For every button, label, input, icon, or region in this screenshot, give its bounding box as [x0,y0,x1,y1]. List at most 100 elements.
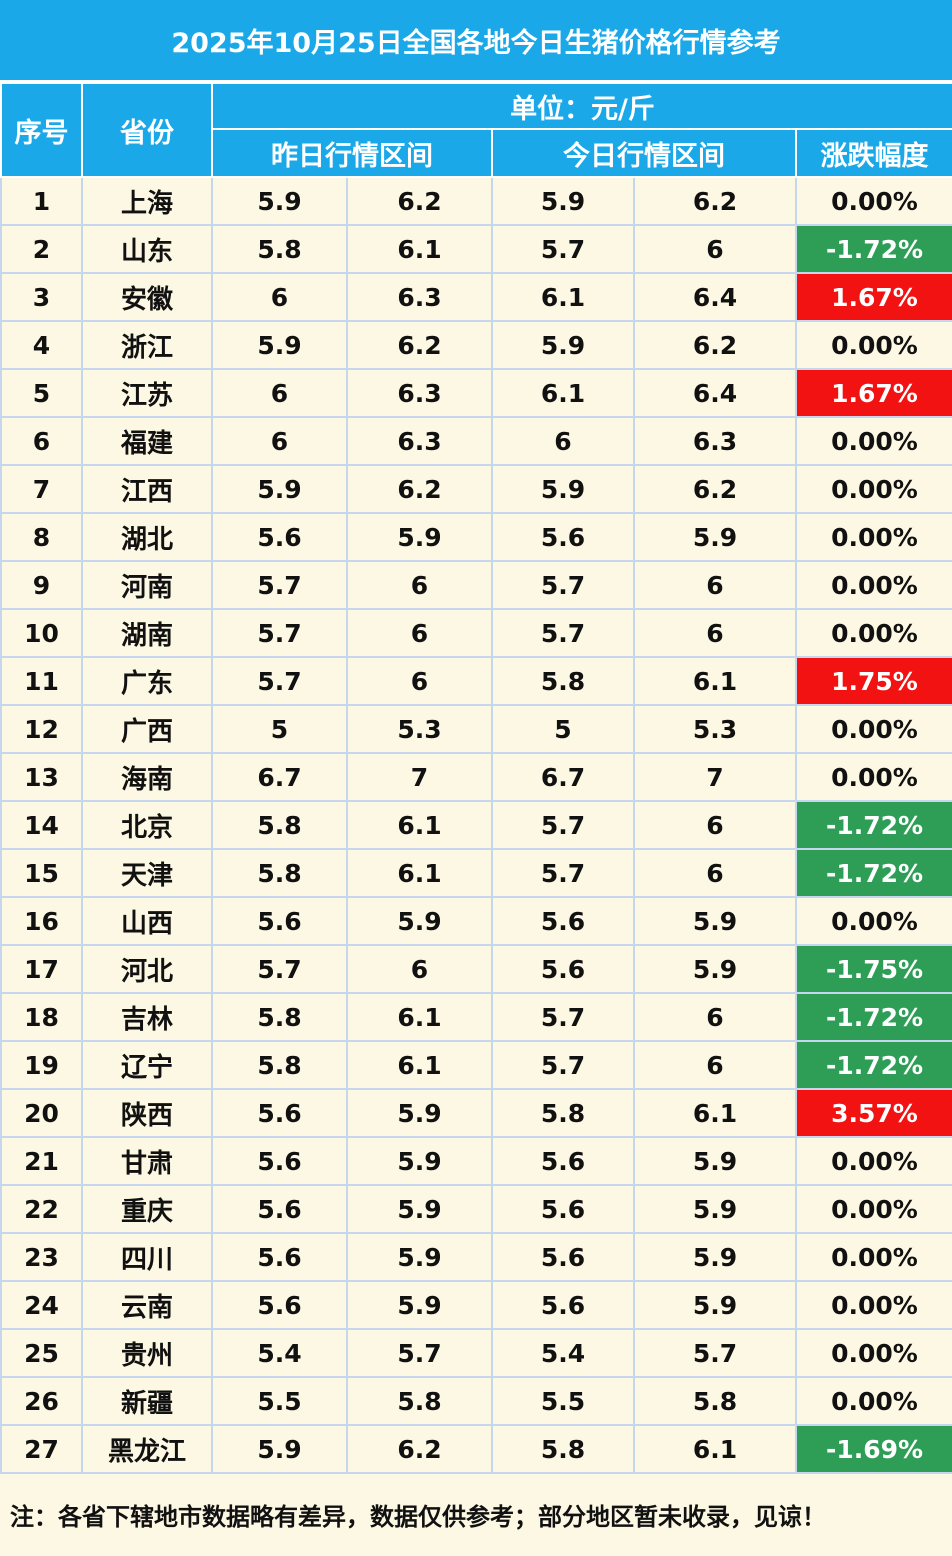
cell-yesterday-low: 5.9 [211,1424,348,1474]
cell-province: 甘肃 [81,1136,213,1186]
cell-today-low: 6.1 [491,272,635,322]
cell-change: -1.72% [795,848,952,898]
cell-index: 5 [0,368,83,418]
cell-yesterday-low: 5.7 [211,560,348,610]
cell-today-low: 5.9 [491,320,635,370]
cell-today-high: 6 [633,560,797,610]
cell-province: 山西 [81,896,213,946]
cell-index: 22 [0,1184,83,1234]
cell-index: 15 [0,848,83,898]
cell-today-low: 5.6 [491,1136,635,1186]
cell-index: 7 [0,464,83,514]
cell-today-high: 6 [633,1040,797,1090]
cell-change: 0.00% [795,1328,952,1378]
cell-index: 20 [0,1088,83,1138]
table-row: 3 安徽 6 6.3 6.1 6.4 1.67% [0,272,952,322]
cell-yesterday-high: 6.2 [346,320,493,370]
table-row: 12 广西 5 5.3 5 5.3 0.00% [0,704,952,754]
cell-yesterday-high: 5.9 [346,1136,493,1186]
cell-today-high: 5.3 [633,704,797,754]
cell-yesterday-low: 5.8 [211,224,348,274]
cell-yesterday-low: 5.5 [211,1376,348,1426]
cell-province: 吉林 [81,992,213,1042]
cell-province: 广西 [81,704,213,754]
cell-today-low: 6 [491,416,635,466]
cell-today-high: 7 [633,752,797,802]
cell-today-low: 5.7 [491,848,635,898]
cell-today-low: 5.6 [491,1280,635,1330]
cell-yesterday-high: 5.9 [346,1184,493,1234]
cell-change: -1.75% [795,944,952,994]
cell-index: 11 [0,656,83,706]
cell-province: 河南 [81,560,213,610]
table-row: 11 广东 5.7 6 5.8 6.1 1.75% [0,656,952,706]
cell-today-low: 5.6 [491,512,635,562]
cell-today-low: 5.7 [491,1040,635,1090]
cell-today-high: 5.7 [633,1328,797,1378]
cell-province: 江苏 [81,368,213,418]
cell-today-high: 6 [633,608,797,658]
cell-yesterday-low: 6 [211,368,348,418]
table-row: 25 贵州 5.4 5.7 5.4 5.7 0.00% [0,1328,952,1378]
cell-province: 北京 [81,800,213,850]
table-row: 24 云南 5.6 5.9 5.6 5.9 0.00% [0,1280,952,1330]
cell-index: 10 [0,608,83,658]
cell-yesterday-low: 5.6 [211,1184,348,1234]
cell-yesterday-high: 5.8 [346,1376,493,1426]
cell-index: 12 [0,704,83,754]
header-index: 序号 [0,82,83,178]
cell-today-low: 5.6 [491,1232,635,1282]
cell-yesterday-high: 6.3 [346,368,493,418]
cell-today-low: 5.8 [491,656,635,706]
table-row: 5 江苏 6 6.3 6.1 6.4 1.67% [0,368,952,418]
cell-index: 1 [0,176,83,226]
cell-yesterday-low: 5.6 [211,1136,348,1186]
cell-index: 16 [0,896,83,946]
cell-today-high: 6 [633,224,797,274]
table-row: 16 山西 5.6 5.9 5.6 5.9 0.00% [0,896,952,946]
cell-change: 0.00% [795,1280,952,1330]
cell-province: 四川 [81,1232,213,1282]
cell-change: 0.00% [795,1184,952,1234]
cell-change: 0.00% [795,320,952,370]
cell-yesterday-high: 6.1 [346,848,493,898]
cell-yesterday-high: 5.9 [346,512,493,562]
cell-today-high: 6 [633,992,797,1042]
cell-change: 0.00% [795,560,952,610]
cell-index: 18 [0,992,83,1042]
table-row: 10 湖南 5.7 6 5.7 6 0.00% [0,608,952,658]
cell-change: 1.67% [795,272,952,322]
cell-yesterday-high: 5.9 [346,1088,493,1138]
header-change: 涨跌幅度 [795,128,952,178]
cell-province: 江西 [81,464,213,514]
cell-index: 21 [0,1136,83,1186]
cell-yesterday-high: 6.3 [346,272,493,322]
table-row: 17 河北 5.7 6 5.6 5.9 -1.75% [0,944,952,994]
footnote: 注：各省下辖地市数据略有差异，数据仅供参考；部分地区暂未收录，见谅！ [10,1502,826,1531]
cell-change: 0.00% [795,1376,952,1426]
cell-change: 0.00% [795,704,952,754]
cell-today-low: 5.7 [491,800,635,850]
cell-index: 24 [0,1280,83,1330]
cell-today-low: 5.5 [491,1376,635,1426]
cell-index: 4 [0,320,83,370]
table-row: 19 辽宁 5.8 6.1 5.7 6 -1.72% [0,1040,952,1090]
cell-province: 新疆 [81,1376,213,1426]
table-body: 1 上海 5.9 6.2 5.9 6.2 0.00% 2 山东 5.8 6.1 5.7 6 -1.72% 3… [0,176,952,1474]
cell-change: 0.00% [795,608,952,658]
cell-yesterday-high: 6.1 [346,224,493,274]
table-row: 2 山东 5.8 6.1 5.7 6 -1.72% [0,224,952,274]
table-row: 1 上海 5.9 6.2 5.9 6.2 0.00% [0,176,952,226]
table-row: 27 黑龙江 5.9 6.2 5.8 6.1 -1.69% [0,1424,952,1474]
cell-yesterday-low: 5.7 [211,944,348,994]
cell-change: 0.00% [795,1136,952,1186]
cell-yesterday-low: 5.7 [211,608,348,658]
cell-yesterday-low: 5.4 [211,1328,348,1378]
cell-today-high: 5.8 [633,1376,797,1426]
cell-today-high: 6.4 [633,272,797,322]
cell-index: 3 [0,272,83,322]
cell-today-high: 6.4 [633,368,797,418]
cell-today-low: 5.6 [491,1184,635,1234]
cell-index: 17 [0,944,83,994]
cell-today-high: 6.1 [633,1424,797,1474]
